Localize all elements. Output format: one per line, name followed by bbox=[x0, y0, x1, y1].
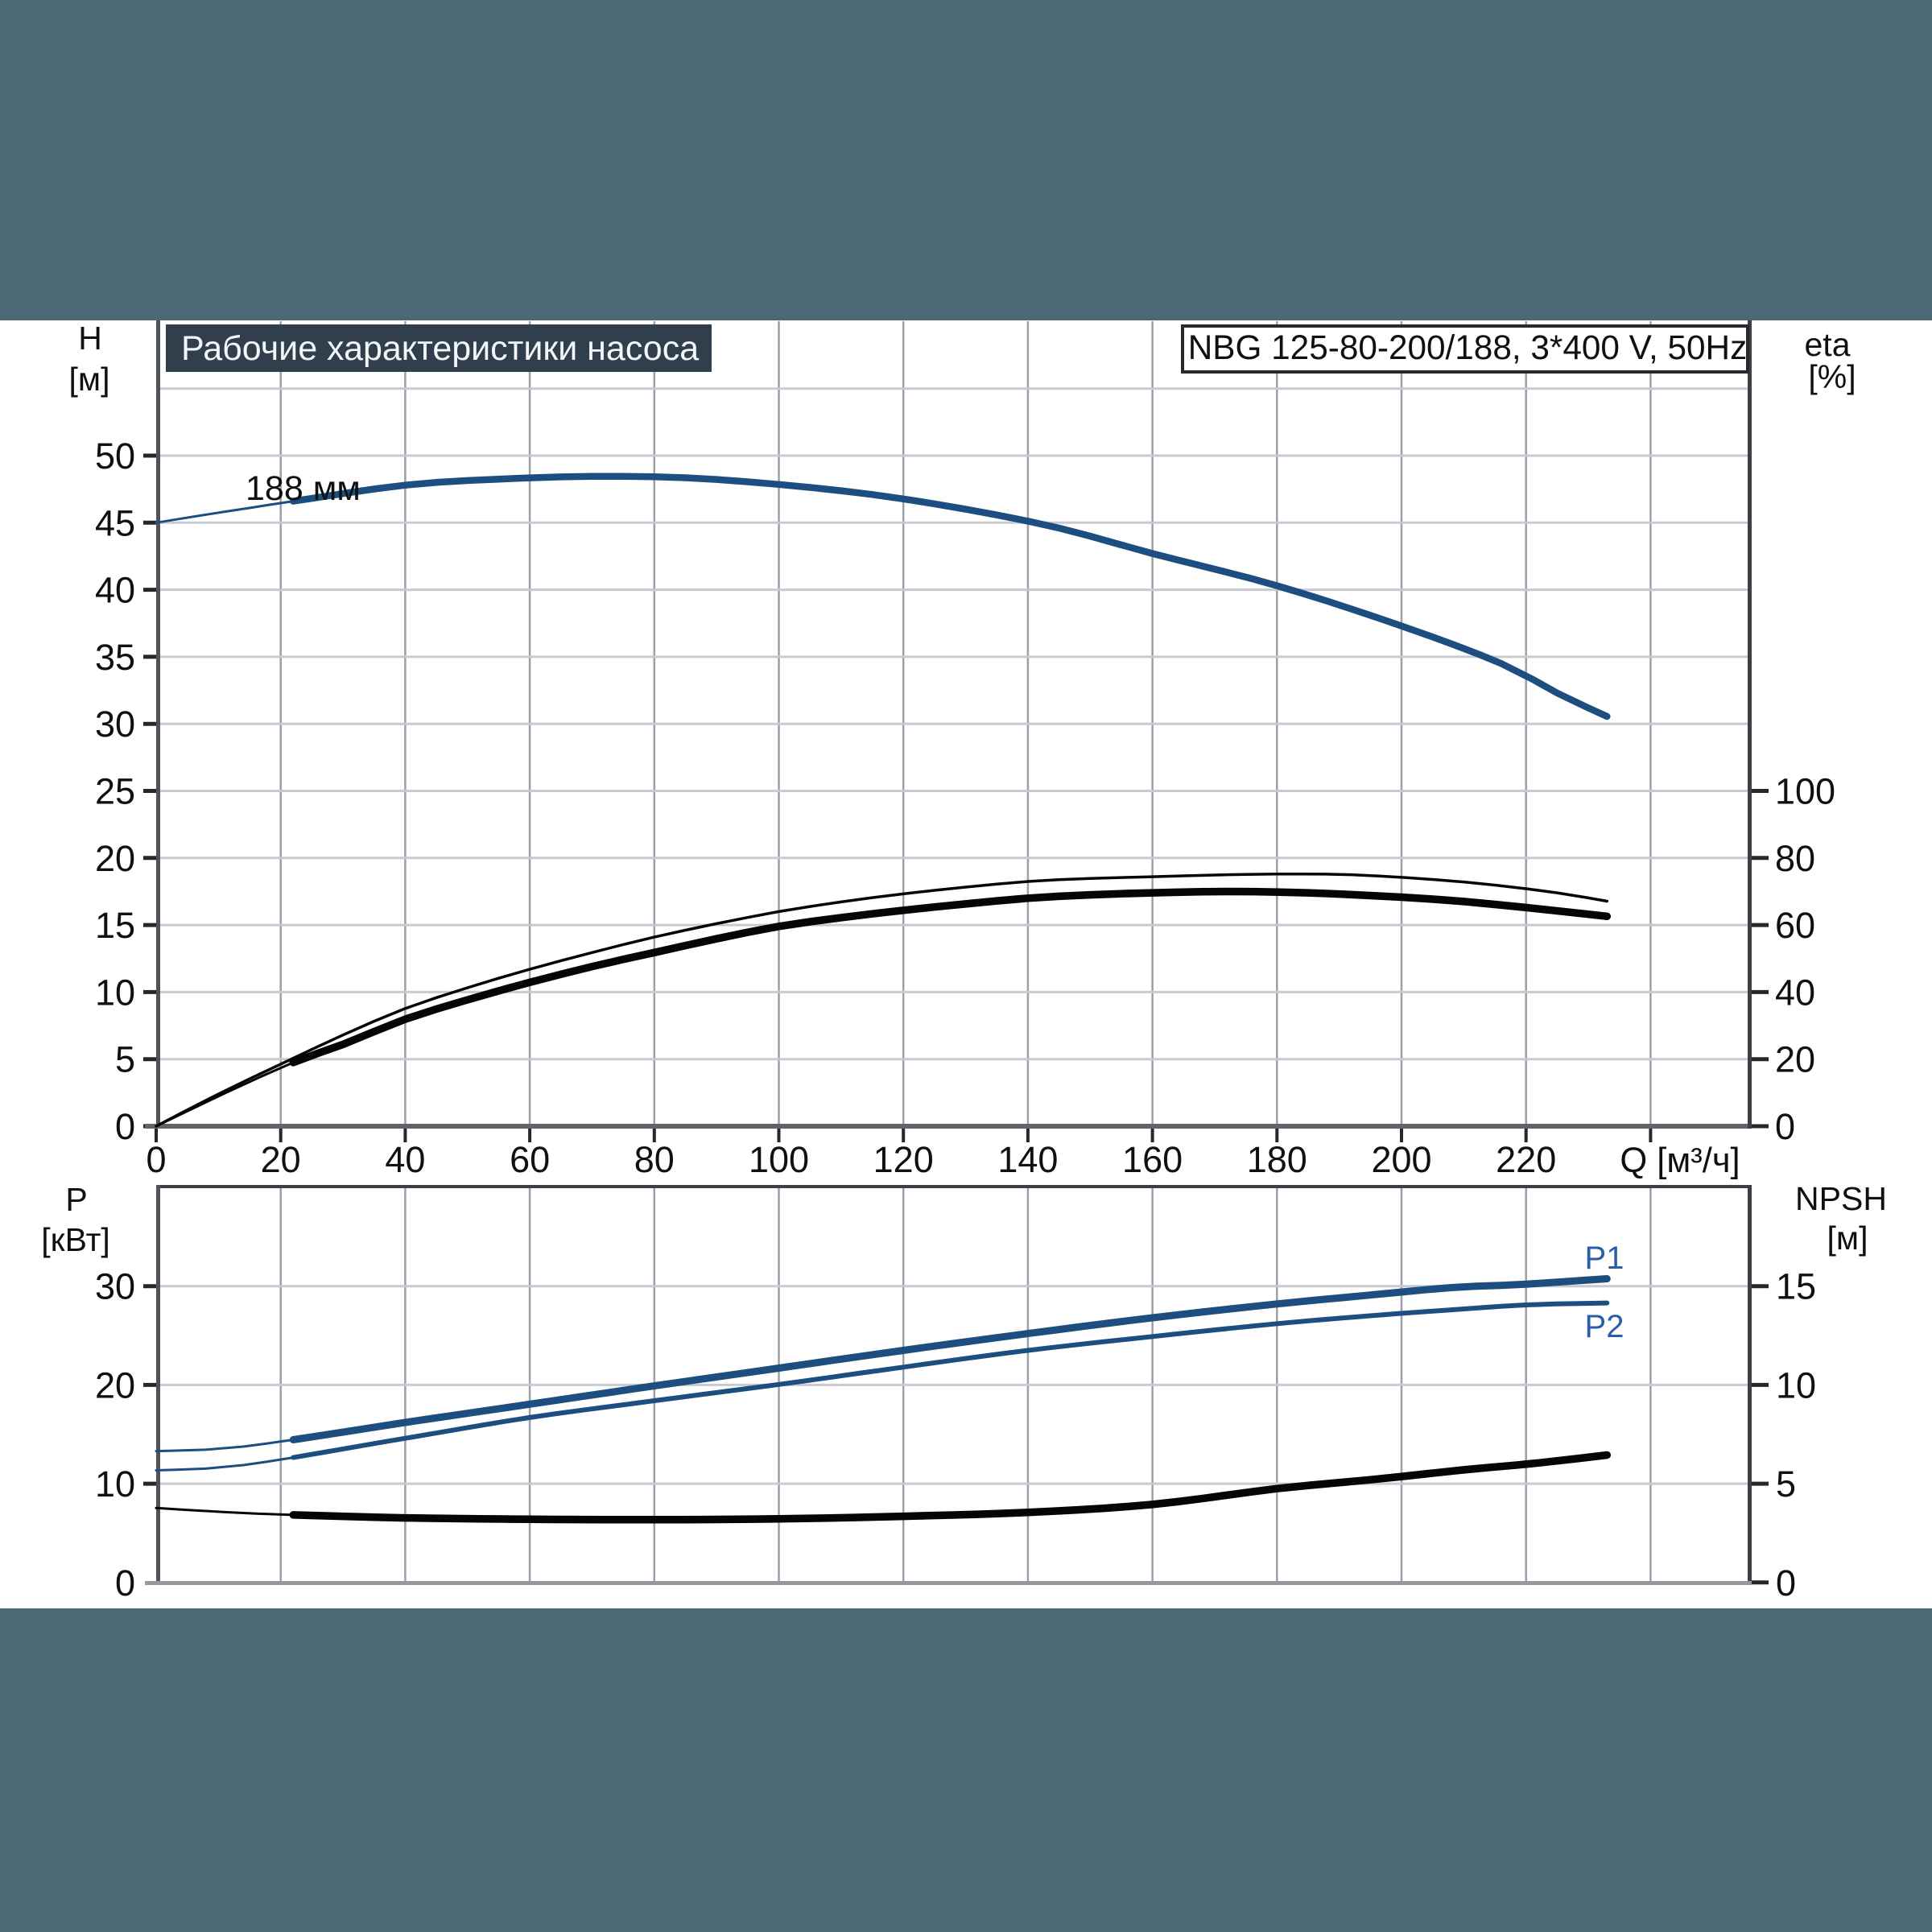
svg-text:40: 40 bbox=[1775, 972, 1815, 1013]
svg-text:20: 20 bbox=[95, 1364, 135, 1406]
svg-text:[%]: [%] bbox=[1808, 358, 1856, 395]
svg-text:P: P bbox=[65, 1181, 87, 1218]
svg-text:[м]: [м] bbox=[69, 361, 110, 398]
svg-text:0: 0 bbox=[1776, 1563, 1796, 1604]
svg-text:Рабочие характеристики насоса: Рабочие характеристики насоса bbox=[181, 329, 699, 368]
svg-text:Q [м³/ч]: Q [м³/ч] bbox=[1620, 1141, 1740, 1180]
svg-text:NPSH: NPSH bbox=[1795, 1180, 1887, 1217]
svg-text:0: 0 bbox=[115, 1106, 135, 1147]
svg-text:[кВт]: [кВт] bbox=[41, 1221, 109, 1258]
svg-text:H: H bbox=[78, 320, 102, 357]
svg-text:0: 0 bbox=[146, 1139, 166, 1180]
svg-text:30: 30 bbox=[95, 1266, 135, 1307]
svg-text:30: 30 bbox=[95, 704, 135, 745]
svg-text:10: 10 bbox=[95, 1463, 135, 1505]
svg-text:NBG 125-80-200/188, 3*400 V, 5: NBG 125-80-200/188, 3*400 V, 50Hz bbox=[1188, 328, 1747, 366]
svg-text:220: 220 bbox=[1496, 1139, 1556, 1180]
svg-text:100: 100 bbox=[1775, 771, 1835, 812]
svg-text:160: 160 bbox=[1122, 1139, 1183, 1180]
svg-text:5: 5 bbox=[115, 1039, 135, 1080]
svg-text:45: 45 bbox=[95, 502, 135, 543]
svg-text:15: 15 bbox=[1776, 1266, 1816, 1307]
svg-text:180: 180 bbox=[1247, 1139, 1307, 1180]
svg-text:100: 100 bbox=[749, 1139, 809, 1180]
svg-text:40: 40 bbox=[95, 570, 135, 611]
svg-text:0: 0 bbox=[1775, 1106, 1795, 1147]
svg-text:80: 80 bbox=[1775, 838, 1815, 879]
svg-text:20: 20 bbox=[1775, 1039, 1815, 1080]
svg-text:0: 0 bbox=[115, 1563, 135, 1604]
svg-text:20: 20 bbox=[261, 1139, 301, 1180]
svg-text:50: 50 bbox=[95, 436, 135, 477]
svg-text:15: 15 bbox=[95, 905, 135, 946]
svg-text:188 мм: 188 мм bbox=[246, 469, 361, 508]
svg-text:60: 60 bbox=[1775, 905, 1815, 946]
svg-text:10: 10 bbox=[95, 972, 135, 1013]
svg-text:20: 20 bbox=[95, 838, 135, 879]
svg-text:25: 25 bbox=[95, 771, 135, 812]
svg-text:120: 120 bbox=[873, 1139, 934, 1180]
svg-text:P2: P2 bbox=[1585, 1309, 1624, 1344]
svg-text:10: 10 bbox=[1776, 1364, 1816, 1406]
svg-text:P1: P1 bbox=[1585, 1241, 1624, 1276]
svg-text:40: 40 bbox=[385, 1139, 425, 1180]
svg-text:eta: eta bbox=[1805, 326, 1851, 363]
svg-text:80: 80 bbox=[634, 1139, 675, 1180]
svg-text:35: 35 bbox=[95, 637, 135, 678]
svg-text:200: 200 bbox=[1371, 1139, 1431, 1180]
svg-text:5: 5 bbox=[1776, 1463, 1796, 1505]
svg-text:60: 60 bbox=[510, 1139, 550, 1180]
svg-text:[м]: [м] bbox=[1827, 1220, 1868, 1257]
svg-text:140: 140 bbox=[997, 1139, 1058, 1180]
